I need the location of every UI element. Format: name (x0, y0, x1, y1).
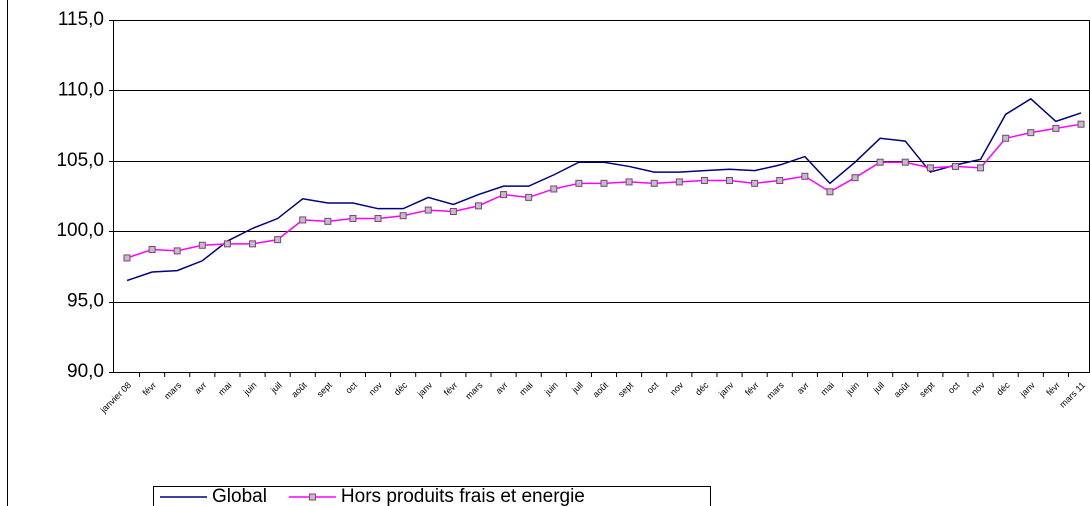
point-marker (223, 240, 231, 248)
point-marker (977, 164, 985, 172)
point-marker (550, 185, 558, 193)
x-tick-label: avr (494, 380, 510, 396)
x-tick-label: juil (569, 380, 585, 396)
x-tick-label: oct (645, 380, 661, 396)
x-tick-label: mai (517, 380, 534, 397)
x-tick-label: oct (343, 380, 359, 396)
y-tick-label: 100,0 (56, 220, 104, 241)
point-marker (751, 179, 759, 187)
x-tick-label: sept (616, 380, 635, 399)
point-marker (675, 178, 683, 186)
x-tick-label: juin (241, 380, 259, 398)
point-marker (324, 217, 332, 225)
point-marker (474, 202, 482, 210)
legend-marker (308, 493, 316, 501)
point-marker (1002, 134, 1010, 142)
x-tick-label: déc (392, 380, 410, 398)
y-tick-label: 90,0 (67, 361, 104, 382)
y-tick-label: 115,0 (58, 9, 104, 30)
point-marker (726, 177, 734, 185)
x-tick-label: avr (192, 380, 208, 396)
x-tick-label: nov (969, 380, 987, 398)
point-marker (1052, 124, 1060, 132)
x-tick-label: févr (141, 380, 159, 398)
plot-area (113, 20, 1090, 373)
point-marker (500, 191, 508, 199)
x-tick-label: avr (795, 380, 811, 396)
x-tick-label: août (591, 380, 611, 400)
legend-label: Hors produits frais et energie (341, 486, 585, 506)
point-marker (851, 174, 859, 182)
y-tick-label: 105,0 (56, 150, 104, 171)
point-marker (349, 215, 357, 223)
point-marker (801, 172, 809, 180)
x-tick-label: déc (693, 380, 711, 398)
x-tick-label: mars (765, 380, 787, 402)
x-tick-label: déc (994, 380, 1012, 398)
point-marker (1027, 129, 1035, 137)
point-marker (625, 178, 633, 186)
x-tick-label: janv (1017, 380, 1037, 400)
y-tick-label: 110,0 (58, 79, 104, 100)
point-marker (173, 247, 181, 255)
x-tick-label: août (289, 380, 309, 400)
x-tick-label: janv (415, 380, 435, 400)
x-tick-label: juil (268, 380, 284, 396)
x-tick-label: févr (1044, 380, 1062, 398)
series-line (126, 97, 1082, 282)
x-tick-label: nov (367, 380, 385, 398)
x-tick-label: mars (463, 380, 485, 402)
x-tick-label: juin (843, 380, 861, 398)
point-marker (650, 179, 658, 187)
point-marker (374, 215, 382, 223)
point-marker (399, 212, 407, 220)
point-marker (424, 206, 432, 214)
point-marker (926, 164, 934, 172)
point-marker (901, 158, 909, 166)
legend-box (153, 486, 711, 506)
y-tick-label: 95,0 (67, 291, 104, 312)
point-marker (700, 177, 708, 185)
x-tick-label: sept (315, 380, 334, 399)
point-marker (198, 241, 206, 249)
point-marker (274, 236, 282, 244)
series-line (126, 123, 1082, 259)
x-tick-label: mai (819, 380, 836, 397)
point-marker (876, 158, 884, 166)
point-marker (123, 254, 131, 262)
legend-label: Global (212, 486, 267, 506)
x-tick-label: janvier 08 (98, 380, 133, 415)
x-tick-label: nov (668, 380, 686, 398)
point-marker (776, 177, 784, 185)
point-marker (951, 162, 959, 170)
point-marker (1077, 120, 1085, 128)
x-tick-label: févr (743, 380, 761, 398)
point-marker (525, 193, 533, 201)
x-tick-label: sept (917, 380, 936, 399)
x-tick-label: févr (442, 380, 460, 398)
x-tick-label: oct (946, 380, 962, 396)
x-tick-label: juin (542, 380, 560, 398)
point-marker (826, 188, 834, 196)
point-marker (299, 216, 307, 224)
x-tick-label: août (892, 380, 912, 400)
point-marker (575, 179, 583, 187)
point-marker (600, 179, 608, 187)
x-tick-label: mars (162, 380, 184, 402)
x-tick-label: mai (216, 380, 233, 397)
x-tick-label: juil (871, 380, 887, 396)
x-tick-label: janv (716, 380, 736, 400)
x-tick-label: mars 11 (1058, 380, 1088, 410)
point-marker (249, 240, 257, 248)
point-marker (148, 246, 156, 254)
point-marker (449, 207, 457, 215)
